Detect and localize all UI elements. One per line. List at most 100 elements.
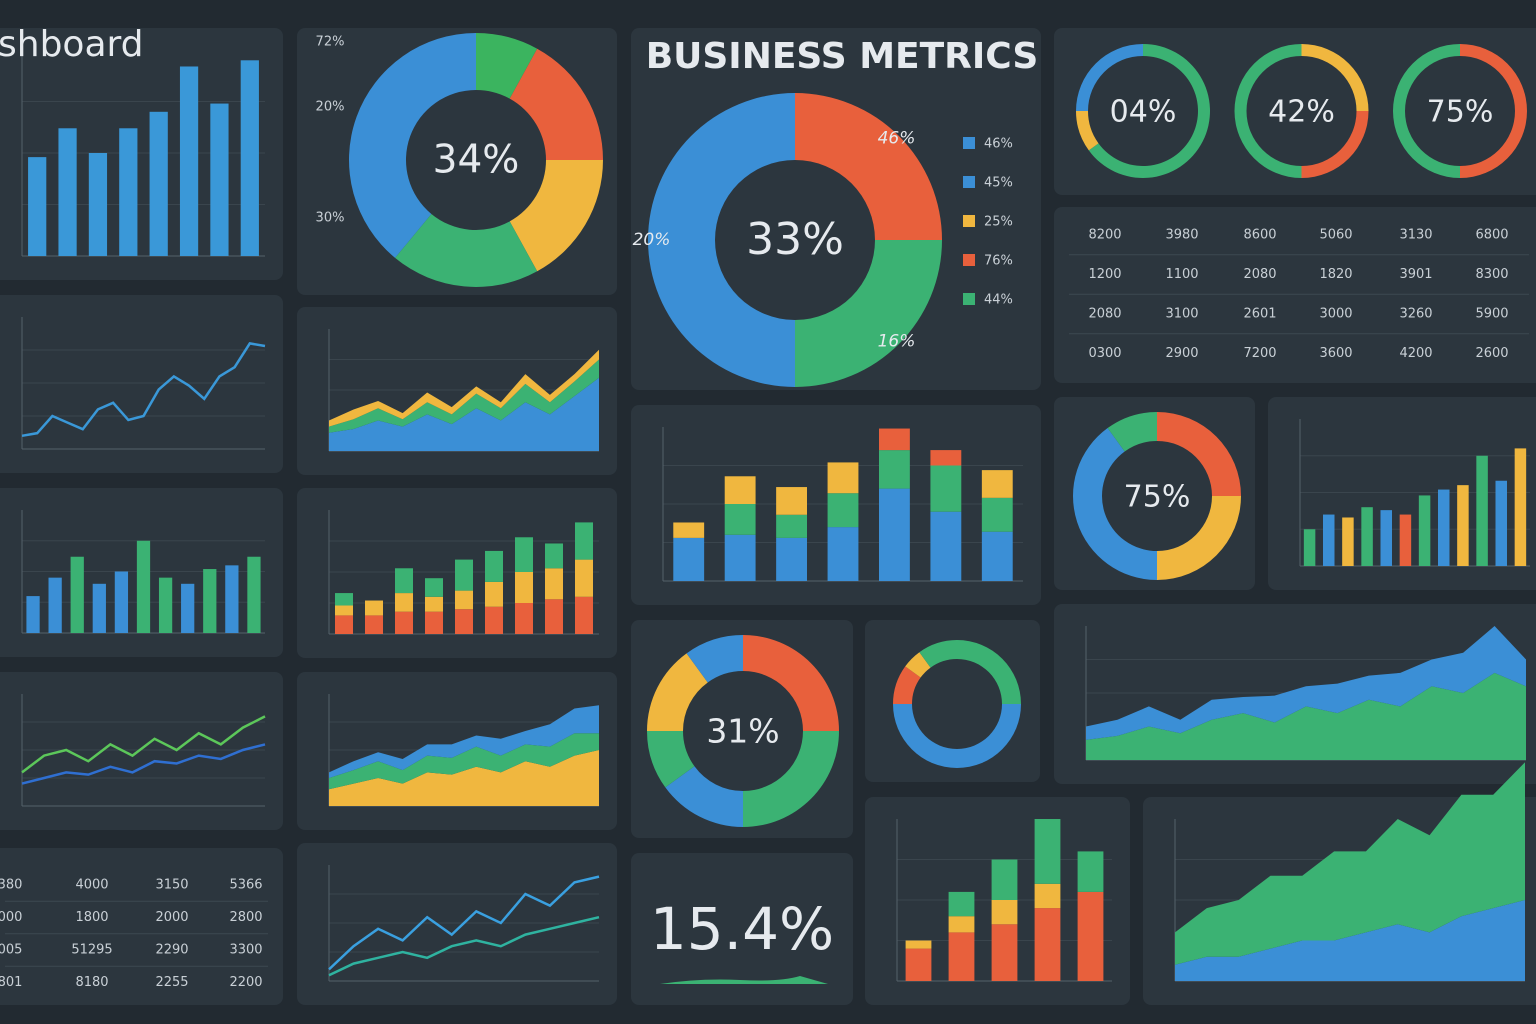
bar (930, 465, 962, 512)
bar (425, 596, 443, 612)
legend-label: 46% (984, 137, 1013, 152)
line (328, 915, 600, 977)
panel (631, 853, 853, 1005)
donut-segment (1301, 111, 1369, 178)
bar (158, 577, 173, 633)
table-cell: 3600 (1319, 346, 1352, 361)
bar (70, 556, 84, 633)
bar (991, 900, 1018, 925)
table-cell: 2900 (1165, 346, 1198, 361)
bar (776, 514, 807, 538)
bar (515, 603, 533, 634)
bar (92, 583, 106, 633)
bar (724, 504, 756, 535)
donut-segment (893, 666, 921, 704)
bar (149, 111, 168, 256)
table-cell: 3130 (1399, 228, 1432, 243)
donut-center: 31% (706, 712, 779, 751)
bar (905, 940, 932, 949)
panel (0, 672, 283, 830)
bar (879, 450, 910, 489)
segment-label: 46% (878, 129, 916, 149)
table-cell: 8600 (1243, 228, 1276, 243)
table-cell: 3100 (1165, 307, 1198, 322)
line (328, 875, 600, 971)
legend-label: 76% (984, 254, 1013, 269)
line (21, 715, 266, 774)
bar (455, 609, 473, 634)
donut-segment (395, 213, 538, 287)
table-cell: 3000 (1319, 307, 1352, 322)
table-cell: 3260 (1399, 307, 1432, 322)
table-cell: 5366 (229, 878, 262, 893)
bar (827, 493, 859, 528)
legend-label: 44% (984, 293, 1013, 308)
table-cell: 0300 (1088, 346, 1121, 361)
bar (26, 596, 40, 633)
table-cell: 3150 (155, 878, 188, 893)
donut-center: 33% (746, 214, 844, 265)
table-cell: 2800 (229, 910, 262, 925)
donut-segment (1076, 111, 1099, 151)
bar (930, 450, 962, 466)
donut-segment (648, 93, 795, 387)
donut-segment (1393, 44, 1460, 178)
donut-segment (743, 731, 839, 827)
bar (1034, 819, 1061, 884)
bar (1495, 480, 1507, 566)
bar (1034, 883, 1061, 909)
donut-segment (905, 652, 931, 678)
donut-segment (919, 640, 957, 668)
donut-segment (686, 635, 743, 683)
panel (1268, 397, 1536, 590)
table-cell: 2601 (1243, 307, 1276, 322)
table-cell: 4000 (75, 878, 108, 893)
area (329, 705, 599, 778)
donut-segment (509, 48, 603, 160)
bar (455, 559, 473, 591)
area (329, 750, 599, 806)
bar (545, 568, 563, 600)
bar (203, 569, 217, 633)
donut-segment (1076, 44, 1143, 111)
legend-swatch (963, 137, 975, 149)
bar (948, 932, 975, 981)
bar (335, 605, 353, 616)
bar (455, 590, 473, 610)
side-label: 30% (316, 211, 345, 226)
legend-label: 25% (984, 215, 1013, 230)
bar (673, 537, 705, 581)
donut-segment (1234, 43, 1302, 178)
table-cell: 2290 (155, 943, 188, 958)
table-cell: 1800 (75, 910, 108, 925)
bar (1457, 485, 1469, 566)
area (329, 733, 599, 790)
legend-swatch (963, 293, 975, 305)
table-cell: 3300 (229, 943, 262, 958)
bar (1438, 489, 1450, 566)
bar (485, 606, 503, 634)
donut-segment (1107, 412, 1157, 452)
table-cell: 8180 (75, 975, 108, 990)
bar (1077, 851, 1104, 892)
legend-swatch (963, 215, 975, 227)
table-cell: 2000 (155, 910, 188, 925)
bar (930, 511, 962, 581)
bar (1399, 514, 1412, 566)
line (21, 743, 266, 785)
bar (58, 128, 77, 256)
bar (1418, 495, 1431, 566)
bar (136, 540, 151, 633)
bar (545, 599, 563, 634)
table-cell: 2080 (1243, 267, 1276, 282)
kpi-value: 15.4% (650, 895, 834, 963)
line (21, 342, 266, 438)
bar (948, 891, 975, 917)
donut-segment (647, 653, 708, 731)
bar (776, 487, 807, 515)
bar (724, 476, 756, 504)
bar (1077, 891, 1104, 981)
donut-segment (1073, 428, 1157, 580)
bar (948, 916, 975, 933)
table-cell: 2200 (229, 975, 262, 990)
